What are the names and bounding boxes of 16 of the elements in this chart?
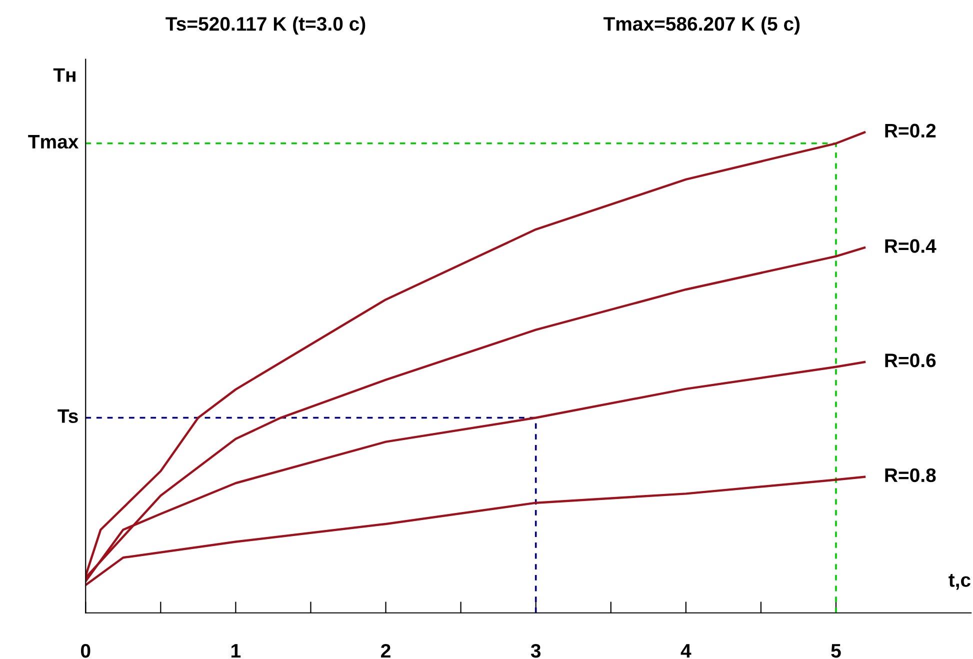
text: Ts=520.117 K (t=3.0 c) [166,16,366,35]
x-axis-title: t,c [948,574,970,590]
x-tick-label: 4 [680,644,692,658]
series-label: R=0.2 [885,124,936,138]
x-tick-label: 1 [232,644,241,658]
y-axis-title: Tн [53,68,76,82]
series-label: R=0.8 [885,468,936,482]
x-tick-label: 0 [80,644,90,658]
x-tick-label: 5 [831,644,841,658]
x-tick-label: 2 [381,644,390,658]
text: Tmax=586.207 K (5 c) [603,16,800,35]
series-label: R=0.6 [885,353,936,368]
series-label: R=0.4 [885,239,936,253]
ref-line-label: Ts [58,409,78,423]
x-tick-label: 3 [530,644,541,658]
ref-line-label: Tmax [28,135,79,149]
